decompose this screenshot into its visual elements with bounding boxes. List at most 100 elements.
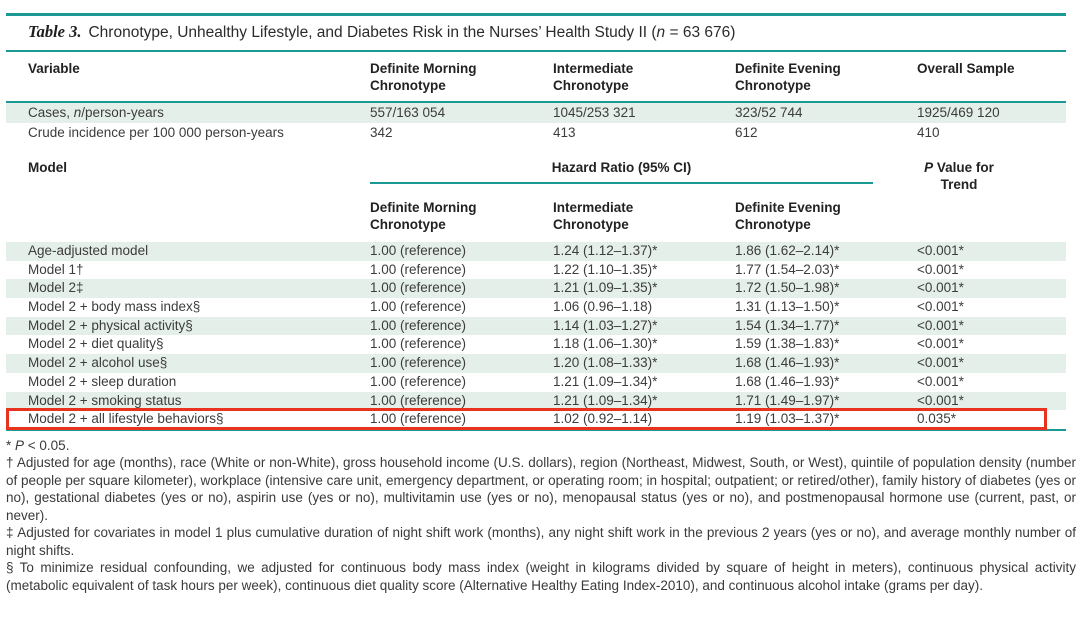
cases-overall: 1925/469 120 (917, 105, 1000, 120)
title-rule (6, 50, 1066, 52)
table-row-model-2-all-lifestyle: Model 2 + all lifestyle behaviors§ 1.00 … (6, 408, 1066, 430)
row-label: Model 2 + smoking status (28, 392, 182, 408)
hazard-ratio-spanner: Hazard Ratio (95% CI) (370, 159, 873, 184)
footnote-double-dagger: ‡ Adjusted for covariates in model 1 plu… (6, 525, 1076, 558)
hr-evening: 1.31 (1.13–1.50)* (735, 299, 840, 315)
hr-intermediate: 1.14 (1.03–1.27)* (553, 317, 658, 333)
title-n-italic: n (656, 24, 666, 41)
col-header-overall: Overall Sample (917, 61, 1015, 76)
table-row-model-2-alcohol-use: Model 2 + alcohol use§ 1.00 (reference) … (6, 354, 1066, 373)
table-row-model-2-physical-activity: Model 2 + physical activity§ 1.00 (refer… (6, 316, 1066, 336)
hr-morning: 1.00 (reference) (370, 355, 467, 371)
cases-intermediate: 1045/253 321 (553, 105, 636, 120)
paper-table-figure: Table 3. Chronotype, Unhealthy Lifestyle,… (6, 13, 1076, 593)
section-gap (6, 142, 1066, 159)
hr-morning: 1.00 (reference) (370, 280, 467, 296)
hr-evening: 1.72 (1.50–1.98)* (735, 280, 840, 296)
p-trend: <0.001* (917, 299, 964, 315)
hr-evening: 1.54 (1.34–1.77)* (735, 317, 840, 333)
crude-morning: 342 (370, 124, 393, 140)
hr-evening: 1.68 (1.46–1.93)* (735, 373, 840, 389)
cases-morning: 557/163 054 (370, 105, 446, 120)
table-row-model-1: Model 1† 1.00 (reference) 1.22 (1.10–1.3… (6, 261, 1066, 280)
hr-evening: 1.19 (1.03–1.37)* (735, 411, 840, 427)
table-title-text: Chronotype, Unhealthy Lifestyle, and Dia… (88, 24, 657, 41)
table-row-age-adjusted: Age-adjusted model 1.00 (reference) 1.24… (6, 242, 1066, 261)
chronotype-subheader-row: Definite Morning Chronotype Intermediate… (6, 193, 1066, 242)
row-label: Model 2 + physical activity§ (28, 317, 193, 333)
row-label: Crude incidence per 100 000 person-years (28, 124, 284, 140)
row-label: Model 2‡ (28, 280, 84, 296)
hr-intermediate: 1.21 (1.09–1.34)* (553, 373, 658, 389)
row-label: Model 2 + body mass index§ (28, 299, 201, 315)
p-trend: <0.001* (917, 280, 964, 296)
hr-evening: 1.68 (1.46–1.93)* (735, 355, 840, 371)
table-row-model-2-smoking-status: Model 2 + smoking status 1.00 (reference… (6, 391, 1066, 411)
footnote-significance: * P < 0.05. (6, 437, 70, 453)
crude-overall: 410 (917, 124, 940, 140)
cases-evening: 323/52 744 (735, 105, 803, 120)
crude-evening: 612 (735, 124, 758, 140)
table-container: Table 3. Chronotype, Unhealthy Lifestyle,… (6, 13, 1066, 431)
top-rule (6, 13, 1066, 16)
hr-intermediate: 1.22 (1.10–1.35)* (553, 261, 658, 277)
model-section-header: Model Hazard Ratio (95% CI) P Value for … (6, 159, 1066, 193)
hr-morning: 1.00 (reference) (370, 392, 467, 408)
hr-morning: 1.00 (reference) (370, 243, 467, 258)
subheader-morning: Definite Morning Chronotype (370, 200, 477, 232)
subheader-evening: Definite Evening Chronotype (735, 200, 841, 232)
hr-morning: 1.00 (reference) (370, 261, 467, 277)
p-trend: <0.001* (917, 261, 964, 277)
table-row-model-2-bmi: Model 2 + body mass index§ 1.00 (referen… (6, 298, 1066, 317)
row-label: Model 2 + alcohol use§ (28, 355, 168, 371)
title-suffix: = 63 676) (665, 24, 736, 41)
model-column-header: Model (28, 160, 67, 175)
table-number-label: Table 3. (28, 22, 82, 41)
table-row-model-2-sleep-duration: Model 2 + sleep duration 1.00 (reference… (6, 373, 1066, 392)
table-row-model-2-diet-quality: Model 2 + diet quality§ 1.00 (reference)… (6, 335, 1066, 354)
p-trend: <0.001* (917, 317, 964, 333)
footnote-section: § To minimize residual confounding, we a… (6, 560, 1076, 593)
row-label: Cases, n/person-years (28, 105, 164, 120)
hr-intermediate: 1.24 (1.12–1.37)* (553, 243, 658, 258)
table-row-crude-incidence: Crude incidence per 100 000 person-years… (6, 123, 1066, 143)
table-row-model-2: Model 2‡ 1.00 (reference) 1.21 (1.09–1.3… (6, 279, 1066, 299)
header-rule (6, 101, 1066, 103)
p-trend: <0.001* (917, 243, 964, 258)
table-title: Table 3. Chronotype, Unhealthy Lifestyle,… (6, 16, 1066, 50)
hr-evening: 1.59 (1.38–1.83)* (735, 336, 840, 352)
crude-intermediate: 413 (553, 124, 576, 140)
column-header-row: Variable Definite Morning Chronotype Int… (6, 52, 1066, 101)
subheader-intermediate: Intermediate Chronotype (553, 200, 634, 232)
col-header-intermediate: Intermediate Chronotype (553, 61, 634, 93)
p-trend: <0.001* (917, 355, 964, 371)
col-header-evening: Definite Evening Chronotype (735, 61, 841, 93)
p-trend: <0.001* (917, 392, 964, 408)
hr-evening: 1.71 (1.49–1.97)* (735, 392, 840, 408)
hr-evening: 1.86 (1.62–2.14)* (735, 243, 840, 258)
hr-intermediate: 1.20 (1.08–1.33)* (553, 355, 658, 371)
bottom-rule (6, 428, 1066, 431)
hr-intermediate: 1.21 (1.09–1.35)* (553, 280, 658, 296)
hr-morning: 1.00 (reference) (370, 299, 467, 315)
hr-morning: 1.00 (reference) (370, 373, 467, 389)
p-value-header: P Value for Trend (924, 160, 994, 192)
hr-intermediate: 1.21 (1.09–1.34)* (553, 392, 658, 408)
p-trend: <0.001* (917, 373, 964, 389)
footnote-dagger: † Adjusted for age (months), race (White… (6, 455, 1076, 523)
p-trend: <0.001* (917, 336, 964, 352)
hr-intermediate: 1.06 (0.96–1.18) (553, 299, 653, 315)
row-label: Model 1† (28, 261, 84, 277)
col-header-variable: Variable (28, 61, 80, 76)
row-label: Model 2 + sleep duration (28, 373, 177, 389)
hr-intermediate: 1.18 (1.06–1.30)* (553, 336, 658, 352)
p-trend: 0.035* (917, 411, 957, 427)
hr-morning: 1.00 (reference) (370, 317, 467, 333)
row-label: Model 2 + diet quality§ (28, 336, 164, 352)
row-label: Model 2 + all lifestyle behaviors§ (28, 411, 224, 427)
hr-morning: 1.00 (reference) (370, 411, 467, 427)
row-label: Age-adjusted model (28, 243, 149, 258)
table-row-cases: Cases, n/person-years 557/163 054 1045/2… (6, 103, 1066, 123)
col-header-morning: Definite Morning Chronotype (370, 61, 477, 93)
hr-morning: 1.00 (reference) (370, 336, 467, 352)
